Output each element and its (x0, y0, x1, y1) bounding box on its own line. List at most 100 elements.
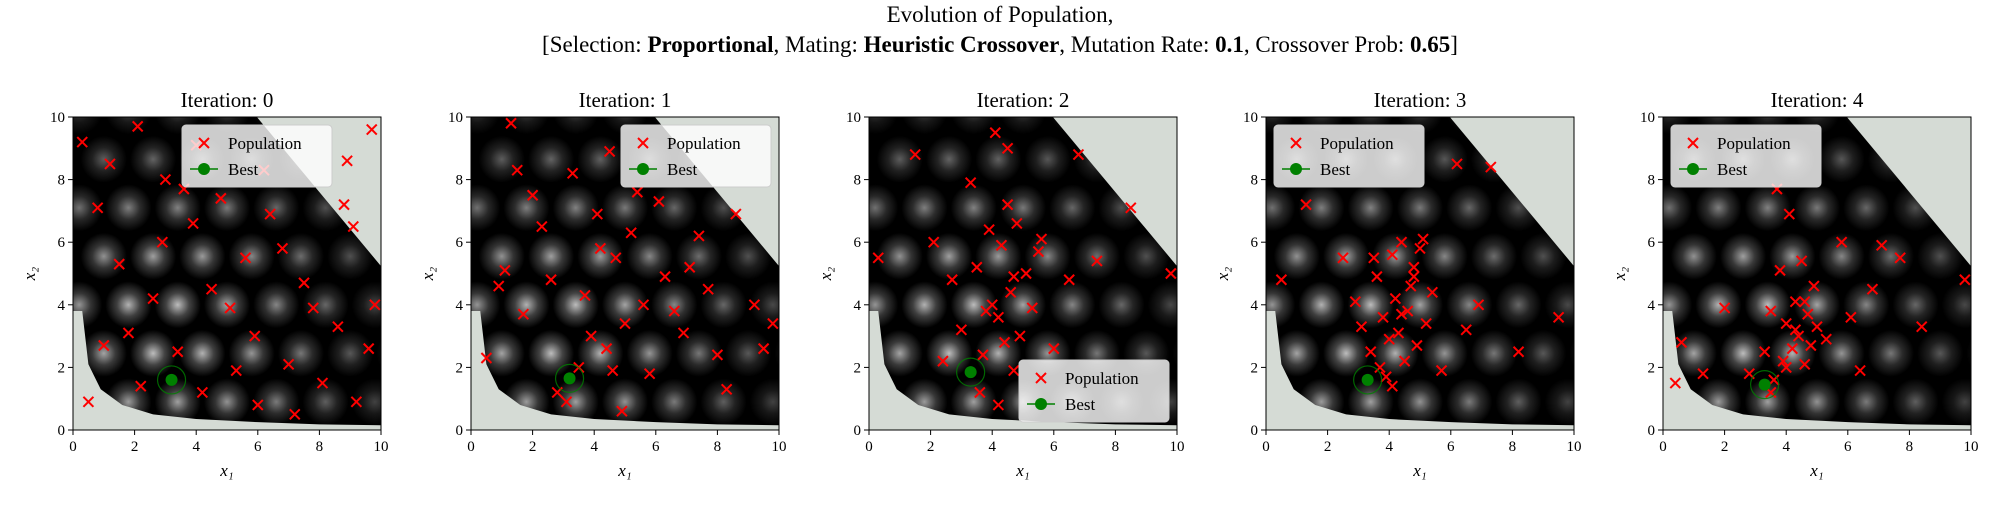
population-point (1063, 274, 1075, 286)
landscape-bump (80, 135, 127, 183)
population-point (1380, 371, 1392, 383)
landscape-bump (749, 378, 779, 426)
landscape-bump (203, 184, 251, 232)
landscape-bump (725, 232, 772, 280)
population-point (579, 289, 591, 302)
landscape-bump (203, 378, 251, 426)
landscape-bump (179, 329, 226, 377)
population-point (1552, 311, 1565, 324)
landscape-bump (1744, 184, 1791, 232)
population-point (131, 120, 144, 133)
population-point (517, 308, 530, 320)
x-tick-label: 0 (69, 439, 77, 455)
landscape-bump (527, 329, 575, 377)
landscape-bump (1495, 378, 1542, 426)
legend: Population Best (1273, 124, 1425, 188)
landscape-bump (1470, 329, 1518, 377)
y-tick-label: 6 (854, 235, 862, 251)
population-point (316, 377, 329, 389)
x-tick-label: 4 (1385, 439, 1393, 455)
population-point (536, 220, 548, 233)
y-tick-label: 0 (456, 423, 464, 439)
population-point (147, 292, 159, 305)
population-point (1405, 280, 1417, 292)
landscape-bump (774, 242, 779, 271)
subtitle-run: , Crossover Prob: (1244, 32, 1410, 57)
legend-marker (1687, 137, 1699, 149)
landscape-bump (975, 135, 1022, 183)
y-tick-label: 4 (456, 298, 464, 314)
y-tick-label: 4 (1251, 298, 1259, 314)
legend-box (620, 124, 772, 188)
population-point (1392, 327, 1405, 339)
landscape-bump (577, 135, 624, 183)
landscape-bump (1892, 281, 1939, 329)
y-tick-label: 4 (854, 298, 862, 314)
legend-box (1670, 124, 1822, 188)
landscape-bump (925, 135, 973, 183)
population-point (187, 217, 199, 230)
population-point (1765, 305, 1777, 317)
landscape-bump (351, 281, 381, 329)
x-tick-label: 2 (1324, 439, 1332, 455)
y-tick-label: 0 (854, 423, 862, 439)
population-point (1485, 161, 1497, 173)
population-point (1048, 342, 1060, 355)
population-point (1805, 339, 1817, 352)
population-point (91, 202, 104, 214)
landscape-bump (1695, 184, 1742, 232)
population-point (298, 277, 310, 289)
landscape-bump (749, 281, 779, 329)
best-ring (1750, 370, 1780, 400)
population-point (1020, 267, 1032, 280)
best-ring (156, 365, 187, 395)
landscape-bump (651, 281, 698, 329)
landscape-bump (154, 281, 201, 329)
subtitle-run: , Mating: (774, 32, 864, 57)
population-point (1386, 249, 1398, 261)
landscape-bump (302, 378, 349, 426)
population-point (625, 227, 637, 239)
x-tick-label: 4 (590, 439, 598, 455)
infeasible-region (869, 311, 1177, 430)
population-point (289, 408, 301, 421)
population-point (156, 236, 169, 248)
population-point (1408, 261, 1420, 273)
y-axis-label: x₂ (1610, 267, 1629, 282)
axes-frame (72, 116, 382, 431)
population-point (1774, 264, 1786, 277)
subplot: Iteration: 0 x₁ x₂ 0 2 4 6 8 10 0 2 4 6 8 10 Population… (20, 88, 389, 480)
x-tick-label: 8 (1906, 439, 1914, 455)
landscape-bump (1049, 281, 1096, 329)
landscape-bump (651, 378, 698, 426)
landscape-bump (901, 281, 948, 329)
infeasible-region (73, 311, 381, 430)
population-point (711, 349, 724, 361)
landscape-bump (1793, 184, 1841, 232)
population-point (1426, 286, 1439, 298)
landscape-bump (1172, 145, 1177, 174)
population-point (205, 283, 218, 295)
population-point (1389, 292, 1402, 305)
subtitle-run: 0.65 (1410, 32, 1450, 57)
population-point (955, 324, 968, 336)
population-point (135, 380, 147, 392)
population-point (113, 258, 125, 270)
population-point (937, 355, 949, 367)
population-point (1008, 364, 1020, 377)
landscape-bump (876, 135, 923, 183)
population-point (610, 252, 622, 264)
landscape-bump (129, 329, 177, 377)
figure-title: Evolution of Population, (887, 2, 1114, 27)
population-point (499, 264, 511, 277)
landscape-bump (228, 232, 275, 280)
landscape-bump (1446, 184, 1493, 232)
population-point (989, 126, 1001, 139)
population-point (172, 346, 184, 358)
population-point (1411, 339, 1423, 352)
population-point (1780, 361, 1792, 374)
y-tick-label: 2 (854, 360, 862, 376)
landscape-bump (527, 135, 575, 183)
infeasible-region (1846, 117, 1971, 267)
